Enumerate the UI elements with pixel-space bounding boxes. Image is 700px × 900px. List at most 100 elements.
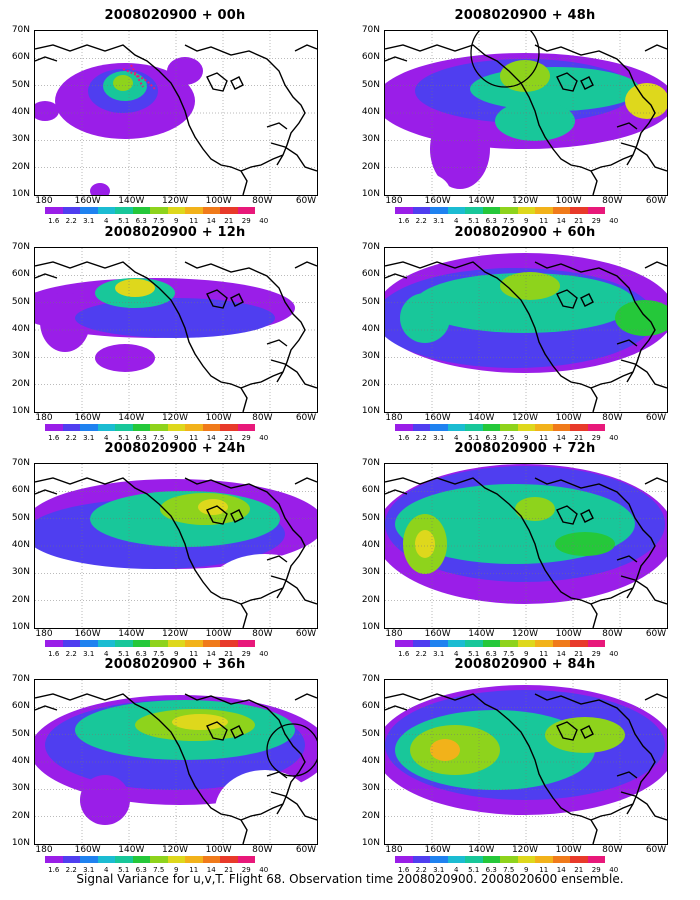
latitude-label: 20N bbox=[361, 161, 380, 172]
colorbar-label: 40 bbox=[609, 217, 619, 225]
colorbar-swatch bbox=[167, 856, 185, 863]
variance-field bbox=[385, 53, 667, 195]
colorbar bbox=[45, 207, 255, 214]
latitude-label: 10N bbox=[361, 622, 380, 632]
variance-contour bbox=[75, 298, 275, 338]
latitude-label: 30N bbox=[11, 783, 30, 794]
colorbar-swatch bbox=[45, 207, 63, 214]
colorbar-label: 1.6 bbox=[48, 217, 60, 225]
coastline-segment bbox=[616, 771, 638, 779]
colorbar-label: 9 bbox=[174, 434, 179, 442]
colorbar-label: 29 bbox=[591, 650, 601, 658]
colorbar-label: 6.3 bbox=[135, 434, 147, 442]
coastline-segment bbox=[270, 575, 317, 605]
colorbar-label: 11 bbox=[539, 217, 549, 225]
colorbar-label: 11 bbox=[189, 866, 199, 874]
longitude-label: 160W bbox=[424, 629, 451, 639]
colorbar-swatch bbox=[482, 207, 500, 214]
latitude-label: 10N bbox=[361, 838, 380, 848]
colorbar-swatch bbox=[552, 640, 570, 647]
latitude-label: 20N bbox=[11, 594, 30, 605]
longitude-label: 140W bbox=[468, 845, 495, 855]
variance-field bbox=[35, 278, 317, 412]
longitude-label: 80W bbox=[602, 629, 623, 639]
latitude-label: 10N bbox=[11, 189, 30, 199]
coastline-segment bbox=[385, 261, 598, 412]
coastline-segment bbox=[556, 72, 578, 92]
colorbar-swatch bbox=[132, 640, 150, 647]
longitude-label: 180 bbox=[385, 413, 403, 423]
variance-contour bbox=[80, 775, 130, 825]
colorbar-label: 7.5 bbox=[503, 650, 515, 658]
longitude-label: 140W bbox=[468, 196, 495, 206]
colorbar-swatch bbox=[45, 640, 63, 647]
colorbar-label: 11 bbox=[539, 650, 549, 658]
colorbar-label: 29 bbox=[591, 866, 601, 874]
colorbar-label: 4 bbox=[454, 434, 459, 442]
gridlines bbox=[35, 248, 317, 412]
longitude-label: 160W bbox=[424, 845, 451, 855]
colorbar-swatch bbox=[500, 640, 518, 647]
latitude-label: 40N bbox=[361, 324, 380, 334]
colorbar-label: 4 bbox=[104, 866, 109, 874]
colorbar-label: 40 bbox=[609, 650, 619, 658]
colorbar-label: 11 bbox=[539, 434, 549, 442]
colorbar-label: 5.1 bbox=[468, 217, 480, 225]
colorbar-label: 2.2 bbox=[415, 434, 427, 442]
coastline bbox=[385, 44, 667, 195]
coastline-segment bbox=[580, 509, 594, 523]
latitude-label: 60N bbox=[11, 701, 30, 712]
colorbar-label: 7.5 bbox=[153, 434, 165, 442]
latitude-label: 50N bbox=[361, 512, 380, 523]
panel-title: 2008020900 + 00h bbox=[104, 8, 246, 23]
latitude-label: 70N bbox=[361, 458, 380, 468]
coastline-segment bbox=[240, 587, 284, 605]
gridlines bbox=[385, 680, 667, 844]
colorbar-label: 21 bbox=[224, 217, 234, 225]
colorbar-swatch bbox=[62, 856, 80, 863]
colorbar-label: 9 bbox=[524, 650, 529, 658]
coastline bbox=[35, 693, 317, 844]
colorbar-label: 4 bbox=[454, 650, 459, 658]
map-area bbox=[384, 463, 668, 629]
colorbar-swatch bbox=[430, 856, 448, 863]
coastline-segment bbox=[556, 289, 578, 309]
colorbar bbox=[45, 640, 255, 647]
longitude-label: 60W bbox=[645, 196, 667, 206]
latitude-label: 60N bbox=[11, 485, 30, 496]
coastline-segment bbox=[230, 509, 244, 523]
colorbar-label: 1.6 bbox=[398, 650, 410, 658]
colorbar-swatch bbox=[535, 424, 553, 431]
longitude-label: 80W bbox=[252, 413, 273, 423]
coastline-segment bbox=[556, 505, 578, 525]
latitude-label: 30N bbox=[361, 783, 380, 794]
colorbar-label: 4 bbox=[104, 650, 109, 658]
coastline-segment bbox=[266, 122, 288, 130]
coastline-segment bbox=[35, 693, 248, 844]
longitude-label: 60W bbox=[295, 629, 317, 639]
colorbar-swatch bbox=[132, 856, 150, 863]
coastline-segment bbox=[385, 273, 408, 279]
colorbar-label: 9 bbox=[524, 217, 529, 225]
longitude-label: 160W bbox=[74, 629, 101, 639]
colorbar-label: 2.2 bbox=[415, 217, 427, 225]
latitude-label: 30N bbox=[361, 567, 380, 578]
colorbar-swatch bbox=[45, 424, 63, 431]
longitude-label: 180 bbox=[35, 196, 53, 206]
colorbar-swatch bbox=[150, 424, 168, 431]
colorbar bbox=[45, 856, 255, 863]
longitude-label: 100W bbox=[555, 196, 582, 206]
colorbar-swatch bbox=[587, 856, 605, 863]
longitude-label: 140W bbox=[118, 845, 145, 855]
coastline-segment bbox=[385, 693, 598, 844]
colorbar-label: 11 bbox=[189, 217, 199, 225]
coastline-segment bbox=[270, 791, 317, 821]
coastline bbox=[385, 261, 667, 412]
colorbar-swatch bbox=[185, 424, 203, 431]
coastline-segment bbox=[534, 44, 656, 166]
colorbar-swatch bbox=[220, 424, 238, 431]
figure-caption: Signal Variance for u,v,T. Flight 68. Ob… bbox=[76, 872, 624, 886]
longitude-label: 120W bbox=[161, 196, 189, 206]
longitude-label: 160W bbox=[424, 413, 451, 423]
latitude-label: 60N bbox=[361, 485, 380, 496]
